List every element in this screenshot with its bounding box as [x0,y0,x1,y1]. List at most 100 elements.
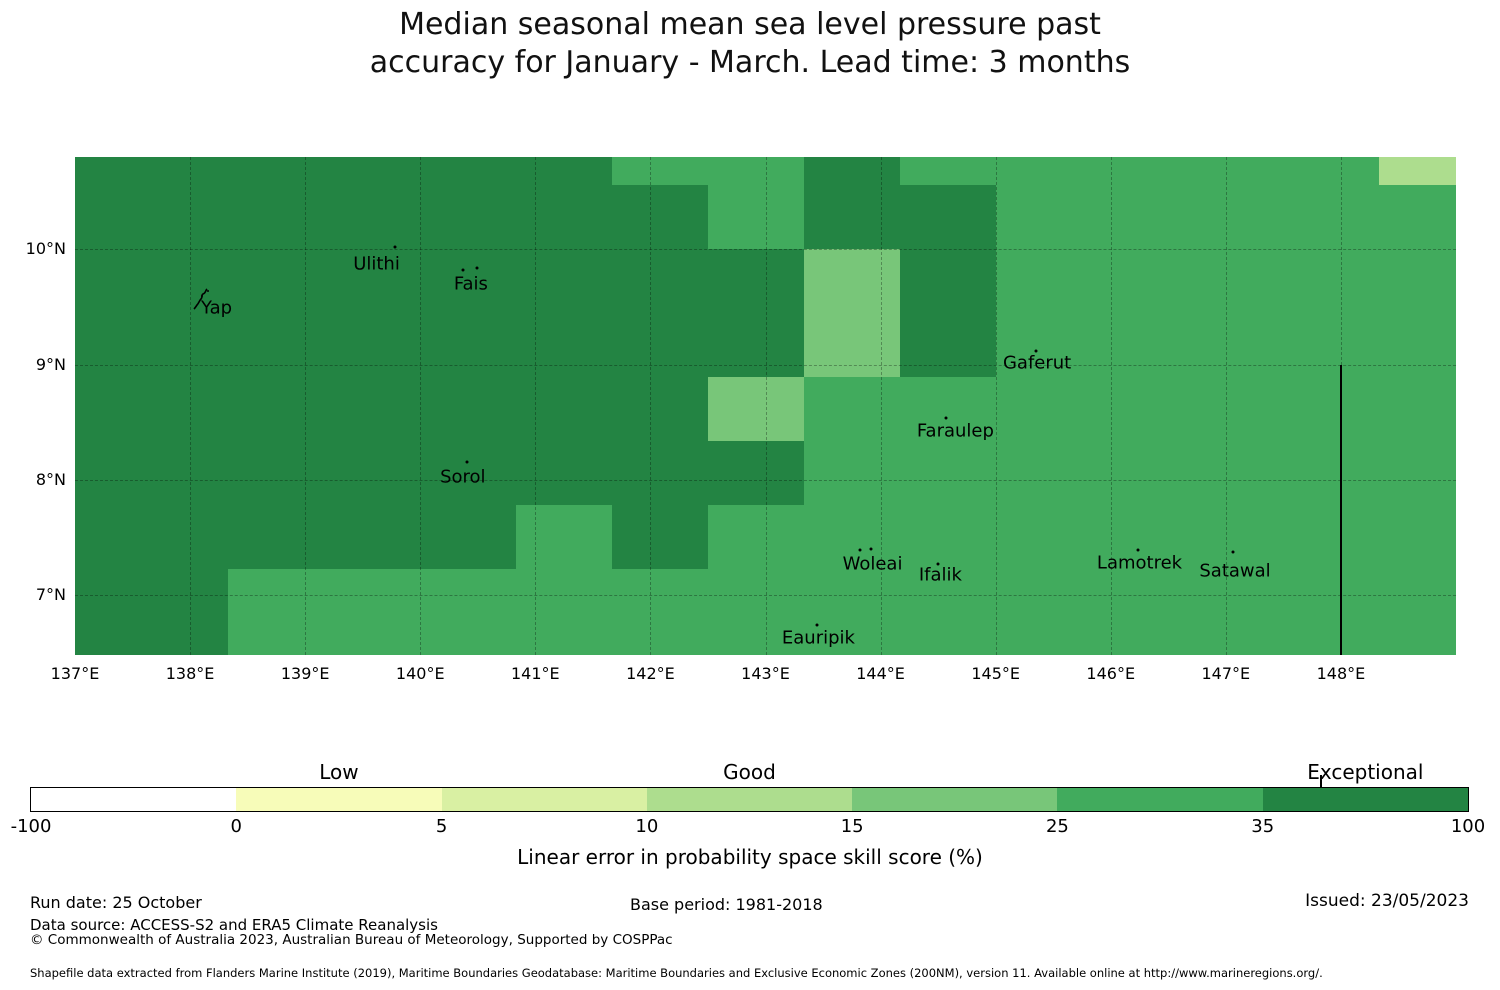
grid-cell [612,569,708,633]
grid-cell [612,249,708,313]
grid-cell [612,313,708,377]
grid-cell [1379,157,1456,185]
grid-cell [804,569,900,633]
colorbar-category-label: Good [723,760,776,784]
grid-cell [133,377,228,441]
island-dot [944,416,948,420]
grid-cell [804,633,900,655]
grid-cell [133,441,228,505]
grid-cell [75,249,133,313]
island-label: Yap [201,297,233,319]
island-dot [475,266,479,270]
grid-cell [1188,185,1283,249]
grid-cell [228,569,324,633]
grid-cell [228,377,324,441]
colorbar-tick-label: 5 [435,816,448,837]
graticule-meridian [1225,157,1227,655]
island-label: Lamotrek [1096,552,1183,574]
copyright-text: © Commonwealth of Australia 2023, Austra… [30,932,673,948]
grid-cell [1092,249,1188,313]
colorbar-category-label: Low [319,760,359,784]
grid-cell [900,441,996,505]
grid-cell [1188,569,1283,633]
yap-island-outline-icon [192,288,213,310]
longitude-tick-label: 139°E [280,664,330,683]
grid-cell [900,157,996,185]
graticule-meridian [420,157,422,655]
grid-cell [1379,505,1456,569]
longitude-tick-label: 141°E [511,664,560,683]
grid-cell [900,377,996,441]
grid-cell [1092,185,1188,249]
graticule-meridian [535,157,537,655]
grid-cell [900,569,996,633]
grid-cell [612,633,708,655]
grid-cell [228,249,324,313]
grid-cell [1092,633,1188,655]
grid-cell [75,313,133,377]
shapefile-attribution-text: Shapefile data extracted from Flanders M… [30,966,1323,980]
grid-cell [1283,185,1379,249]
grid-cell [612,157,708,185]
graticule-meridian [995,157,997,655]
grid-cell [1188,377,1283,441]
grid-cell [996,157,1092,185]
data-source-text: Data source: ACCESS-S2 and ERA5 Climate … [30,916,438,934]
longitude-tick-label: 145°E [971,664,1020,683]
grid-cell [228,185,324,249]
grid-cell [324,441,420,505]
skill-map: Yap Ulithi Fais Sorol Gaferut Faraulep Woleai I… [75,157,1456,655]
grid-cell [1188,249,1283,313]
graticule-meridian [880,157,882,655]
colorbar [30,787,1469,812]
longitude-tick-label: 147°E [1201,664,1251,683]
colorbar-tick-label: 15 [840,816,864,837]
grid-cell [1283,377,1379,441]
grid-cell [708,377,804,441]
colorbar-segment [236,788,442,811]
grid-cell [612,441,708,505]
grid-cell [804,185,900,249]
colorbar-category-label: Exceptional [1307,760,1424,784]
island-label: Fais [453,273,488,295]
grid-cell [1092,505,1188,569]
graticule-parallel [75,249,1456,251]
grid-cell [420,441,516,505]
graticule-parallel [75,479,1456,481]
graticule-meridian [305,157,307,655]
grid-cell [75,377,133,441]
grid-cell [516,569,612,633]
grid-cell [1188,441,1283,505]
base-period-text: Base period: 1981-2018 [630,895,823,914]
grid-cell [133,505,228,569]
eez-boundary-line [1339,364,1342,655]
island-dot [461,268,465,272]
grid-cell [75,633,133,655]
latitude-tick-label: 7°N [35,585,66,605]
longitude-tick-label: 138°E [165,664,215,683]
longitude-tick-label: 144°E [856,664,905,683]
island-dot [1136,548,1140,552]
grid-cell [75,569,133,633]
grid-cell [804,505,900,569]
grid-cell [708,505,804,569]
longitude-tick-label: 143°E [741,664,790,683]
grid-cell [1188,505,1283,569]
grid-cell [133,249,228,313]
island-label: Gaferut [1002,352,1072,374]
chart-title-line1: Median seasonal mean sea level pressure … [399,7,1101,42]
grid-cell [708,185,804,249]
colorbar-value-marker [1319,775,1322,788]
grid-cell [420,633,516,655]
grid-cell [1283,157,1379,185]
grid-cell [420,505,516,569]
grid-cell [516,633,612,655]
island-dot [815,623,819,627]
colorbar-tick-label: 10 [635,816,659,837]
longitude-tick-label: 148°E [1316,664,1366,683]
grid-cell [324,569,420,633]
grid-cell [324,377,420,441]
island-dot [1034,349,1038,353]
colorbar-tick-label: 25 [1045,816,1069,837]
grid-cell [1092,157,1188,185]
